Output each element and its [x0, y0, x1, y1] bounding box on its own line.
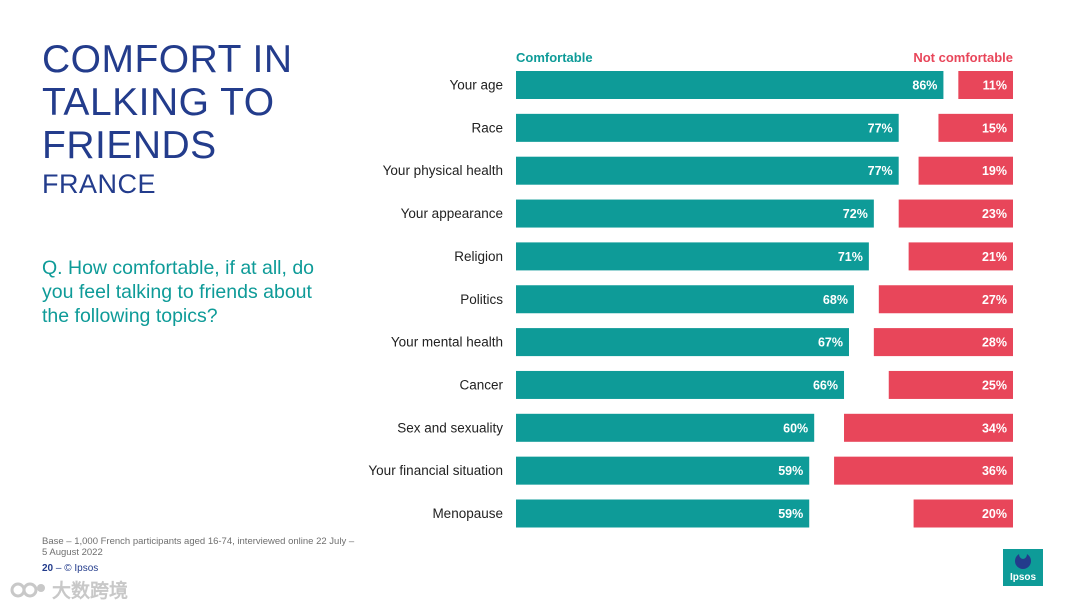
- bar-not-comfortable: [958, 71, 1013, 99]
- value-label-not-comfortable: 21%: [982, 250, 1007, 264]
- value-label-comfortable: 67%: [818, 336, 843, 350]
- value-label-not-comfortable: 23%: [982, 207, 1007, 221]
- value-label-not-comfortable: 11%: [983, 79, 1007, 93]
- bar-not-comfortable: [873, 328, 1013, 357]
- copyright-text: © Ipsos: [64, 563, 99, 574]
- value-label-not-comfortable: 36%: [982, 464, 1007, 478]
- bar-comfortable: [516, 456, 810, 485]
- category-label: Race: [471, 120, 503, 135]
- value-label-not-comfortable: 34%: [982, 421, 1007, 435]
- value-label-comfortable: 59%: [778, 464, 803, 478]
- survey-question: Q. How comfortable, if at all, do you fe…: [42, 257, 315, 327]
- logo-text: Ipsos: [1009, 572, 1037, 583]
- legend-comfortable: Comfortable: [516, 50, 593, 65]
- value-label-not-comfortable: 27%: [982, 293, 1007, 307]
- bar-not-comfortable: [898, 199, 1013, 228]
- page-footer: 20 – © Ipsos: [42, 563, 98, 574]
- bar-not-comfortable: [913, 499, 1013, 528]
- bar-not-comfortable: [888, 370, 1013, 399]
- bar-not-comfortable: [834, 456, 1013, 485]
- category-label: Your age: [449, 78, 503, 93]
- value-label-not-comfortable: 28%: [982, 336, 1007, 350]
- legend-not-comfortable: Not comfortable: [913, 50, 1013, 65]
- slide-title: COMFORT IN TALKING TO FRIENDS: [42, 38, 293, 167]
- bar-comfortable: [516, 113, 899, 142]
- category-label: Sex and sexuality: [397, 420, 503, 435]
- page-separator: –: [55, 563, 62, 574]
- value-label-comfortable: 59%: [778, 507, 803, 521]
- bar-comfortable: [516, 71, 944, 99]
- value-label-not-comfortable: 19%: [982, 164, 1007, 178]
- bar-not-comfortable: [908, 242, 1013, 271]
- watermark: 大数跨境: [10, 576, 128, 603]
- page-number: 20: [42, 563, 54, 574]
- title-block: COMFORT IN TALKING TO FRIENDS FRANCE: [42, 38, 342, 199]
- value-label-comfortable: 66%: [813, 378, 838, 392]
- value-label-not-comfortable: 25%: [982, 378, 1007, 392]
- bar-not-comfortable: [844, 413, 1013, 442]
- bar-comfortable: [516, 499, 810, 528]
- bar-not-comfortable: [938, 113, 1013, 142]
- category-label: Your physical health: [383, 163, 503, 178]
- category-label: Your mental health: [391, 335, 503, 350]
- watermark-icon: [10, 582, 45, 597]
- bar-not-comfortable: [918, 156, 1013, 185]
- base-footnote: Base – 1,000 French participants aged 16…: [42, 536, 355, 558]
- bar-comfortable: [516, 370, 845, 399]
- category-label: Religion: [454, 249, 503, 264]
- chart-rows: Your age 86% 11% Race 77% 15% Your physical he…: [368, 71, 1013, 528]
- bar-comfortable: [516, 413, 815, 442]
- value-label-comfortable: 60%: [783, 421, 808, 435]
- bar-comfortable: [516, 242, 869, 271]
- bar-comfortable: [516, 328, 849, 357]
- bar-comfortable: [516, 285, 854, 314]
- bar-not-comfortable: [878, 285, 1013, 314]
- ipsos-logo: Ipsos: [1003, 549, 1043, 586]
- bar-comfortable: [516, 156, 899, 185]
- category-label: Cancer: [459, 377, 503, 392]
- value-label-not-comfortable: 20%: [982, 507, 1007, 521]
- value-label-comfortable: 77%: [868, 121, 893, 135]
- bar-comfortable: [516, 199, 874, 228]
- value-label-not-comfortable: 15%: [982, 121, 1007, 135]
- watermark-text: 大数跨境: [52, 581, 129, 602]
- category-label: Your financial situation: [368, 463, 503, 478]
- value-label-comfortable: 71%: [838, 250, 863, 264]
- category-label: Politics: [460, 292, 503, 307]
- category-label: Menopause: [432, 506, 503, 521]
- value-label-comfortable: 77%: [868, 164, 893, 178]
- value-label-comfortable: 68%: [823, 293, 848, 307]
- category-label: Your appearance: [401, 206, 503, 221]
- slide-subtitle: FRANCE: [42, 169, 157, 199]
- value-label-comfortable: 72%: [843, 207, 868, 221]
- value-label-comfortable: 86%: [912, 79, 937, 93]
